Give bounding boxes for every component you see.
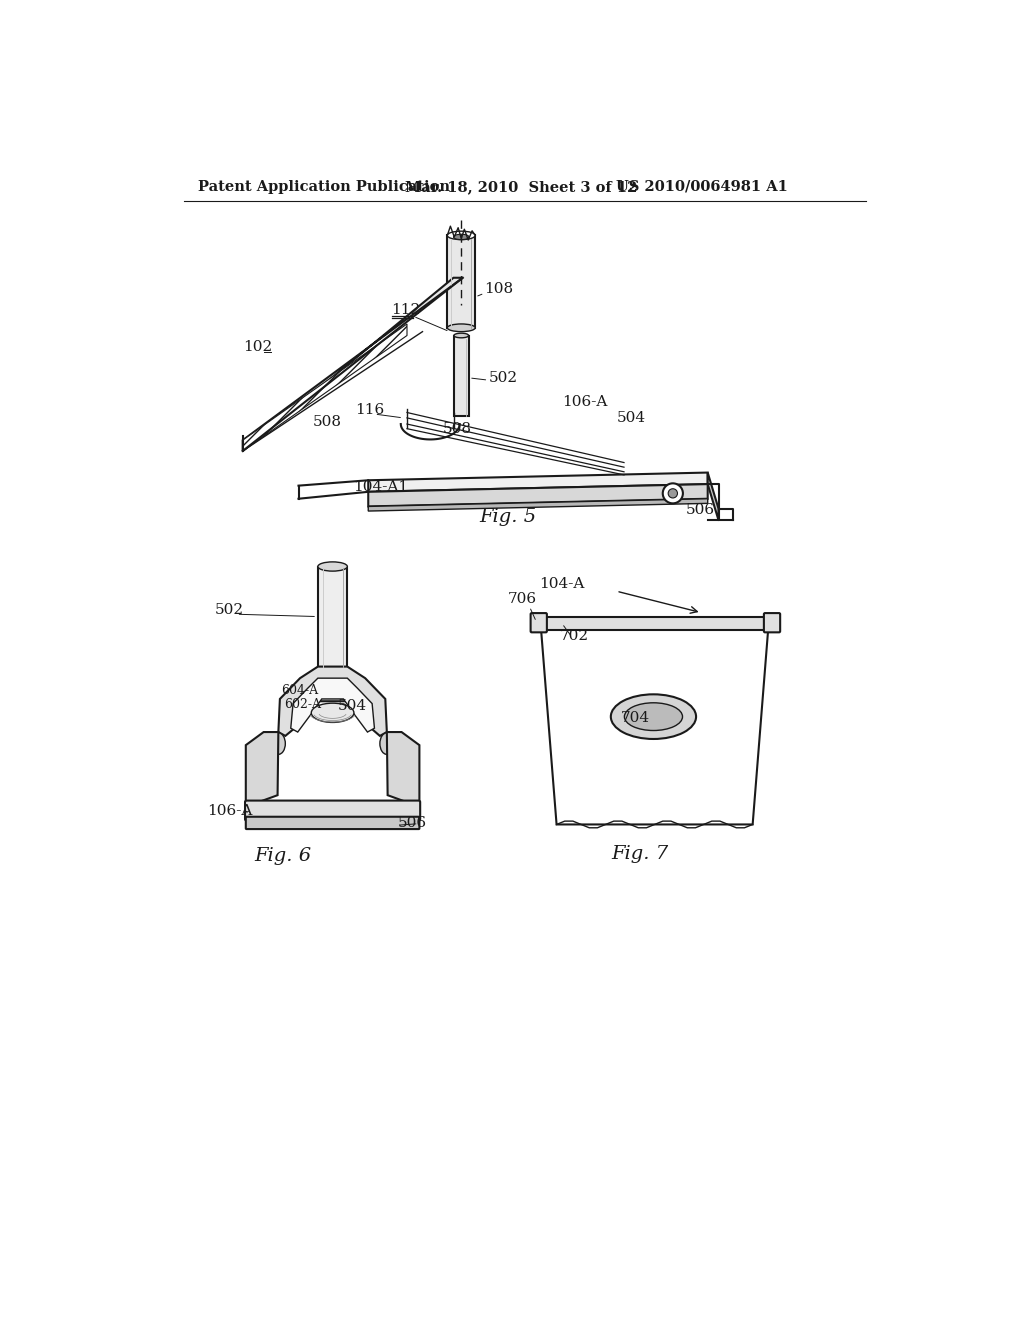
Ellipse shape <box>271 733 286 755</box>
Text: Mar. 18, 2010  Sheet 3 of 12: Mar. 18, 2010 Sheet 3 of 12 <box>406 180 638 194</box>
FancyBboxPatch shape <box>764 612 780 632</box>
Polygon shape <box>291 678 375 733</box>
FancyBboxPatch shape <box>245 800 420 821</box>
Polygon shape <box>387 733 420 807</box>
Ellipse shape <box>625 702 683 730</box>
Text: 506: 506 <box>397 816 427 830</box>
Polygon shape <box>279 667 387 737</box>
Text: 604-A: 604-A <box>281 684 317 697</box>
Polygon shape <box>317 566 347 667</box>
Ellipse shape <box>317 562 347 572</box>
Polygon shape <box>447 235 475 327</box>
FancyBboxPatch shape <box>246 817 420 829</box>
Ellipse shape <box>311 704 354 722</box>
Polygon shape <box>243 277 463 451</box>
FancyBboxPatch shape <box>541 618 770 630</box>
Text: 602-A: 602-A <box>285 698 322 711</box>
Polygon shape <box>243 323 407 451</box>
Text: 106-A: 106-A <box>562 396 607 409</box>
Text: 506: 506 <box>686 503 715 517</box>
Text: US 2010/0064981 A1: US 2010/0064981 A1 <box>616 180 788 194</box>
Ellipse shape <box>611 694 696 739</box>
Text: 502: 502 <box>488 371 517 384</box>
Polygon shape <box>369 499 708 511</box>
Circle shape <box>663 483 683 503</box>
Text: Fig. 7: Fig. 7 <box>611 845 668 863</box>
Text: 104-A1: 104-A1 <box>352 480 408 494</box>
Text: 508: 508 <box>442 422 472 437</box>
Ellipse shape <box>454 234 469 240</box>
Ellipse shape <box>380 733 394 755</box>
Text: 504: 504 <box>338 700 368 714</box>
Polygon shape <box>708 473 719 520</box>
FancyBboxPatch shape <box>530 612 547 632</box>
Polygon shape <box>455 335 469 416</box>
Text: 116: 116 <box>355 403 384 417</box>
Text: 102: 102 <box>243 341 272 354</box>
Text: 108: 108 <box>484 282 514 296</box>
Text: 504: 504 <box>616 411 645 425</box>
Text: 112: 112 <box>391 304 421 317</box>
Polygon shape <box>369 473 708 492</box>
Ellipse shape <box>447 231 475 240</box>
Text: 704: 704 <box>621 711 650 725</box>
Text: Patent Application Publication: Patent Application Publication <box>198 180 450 194</box>
Text: 106-A: 106-A <box>207 804 253 818</box>
Ellipse shape <box>447 323 475 331</box>
Text: 706: 706 <box>508 593 537 606</box>
Text: 508: 508 <box>312 414 341 429</box>
Text: 702: 702 <box>560 630 589 643</box>
Text: Fig. 5: Fig. 5 <box>479 508 537 525</box>
Circle shape <box>669 488 678 498</box>
Text: Fig. 6: Fig. 6 <box>254 846 311 865</box>
Ellipse shape <box>454 333 469 338</box>
Polygon shape <box>246 733 279 807</box>
Text: 502: 502 <box>215 603 244 618</box>
Text: 104-A: 104-A <box>539 577 584 591</box>
Polygon shape <box>369 484 708 507</box>
